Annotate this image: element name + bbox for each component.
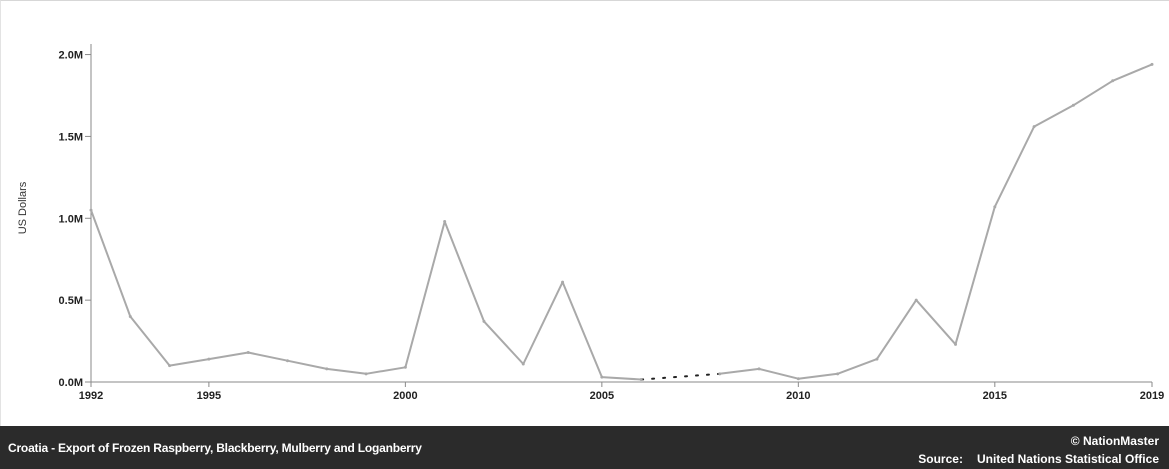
source-label: Source: [918, 452, 963, 466]
y-tick-label: 1.0M [59, 213, 83, 225]
data-point [1071, 103, 1075, 107]
data-point [364, 372, 368, 376]
y-tick-label: 0.0M [59, 377, 83, 389]
data-point [128, 315, 132, 319]
data-point [285, 359, 289, 363]
data-point [718, 372, 722, 376]
data-point [639, 378, 643, 382]
x-tick-label: 1992 [79, 390, 103, 402]
data-point [993, 205, 997, 209]
data-point [207, 357, 211, 361]
data-point [325, 367, 329, 371]
data-point [836, 372, 840, 376]
copyright-notice: © NationMaster [1070, 434, 1159, 448]
x-tick-label: 1995 [197, 390, 221, 402]
x-axis: 1992 1995 2000 2005 2010 2015 2019 [79, 381, 1164, 402]
y-axis-label: US Dollars [17, 181, 29, 234]
data-point [246, 351, 250, 355]
series-line-segment [90, 209, 642, 381]
y-axis: 0.0M 0.5M 1.0M 1.5M 2.0M [59, 44, 92, 389]
source-value: United Nations Statistical Office [976, 452, 1159, 466]
y-tick-label: 1.5M [59, 131, 83, 143]
data-point [796, 377, 800, 381]
line-chart: 0.0M 0.5M 1.0M 1.5M 2.0M 1992 1995 2000 2005 201… [17, 44, 1164, 402]
x-tick-label: 2000 [393, 390, 417, 402]
data-point [521, 362, 525, 366]
chart-title: Croatia - Export of Frozen Raspberry, Bl… [8, 441, 422, 455]
y-tick-label: 0.5M [59, 295, 83, 307]
chart-frame [0, 0, 1169, 426]
missing-data-gap [640, 372, 721, 381]
data-point [954, 342, 958, 346]
data-point [757, 367, 761, 371]
x-tick-label: 2019 [1140, 390, 1164, 402]
series-layer [89, 62, 1154, 382]
data-point [1150, 62, 1154, 66]
data-point [914, 298, 918, 302]
data-point [561, 280, 565, 284]
x-tick-label: 2005 [590, 390, 614, 402]
data-point [1032, 125, 1036, 129]
x-tick-label: 2010 [786, 390, 810, 402]
data-point [403, 365, 407, 369]
data-point [1111, 79, 1115, 83]
data-point [482, 319, 486, 323]
chart-footer: Croatia - Export of Frozen Raspberry, Bl… [0, 426, 1169, 469]
series-line-segment [719, 63, 1153, 380]
y-tick-label: 2.0M [59, 50, 83, 62]
data-point [168, 364, 172, 368]
source-attribution: Source: United Nations Statistical Office [918, 452, 1159, 466]
data-point [443, 220, 447, 224]
data-point [600, 375, 604, 379]
x-tick-label: 2015 [983, 390, 1007, 402]
data-point [89, 208, 93, 212]
data-point [875, 357, 879, 361]
